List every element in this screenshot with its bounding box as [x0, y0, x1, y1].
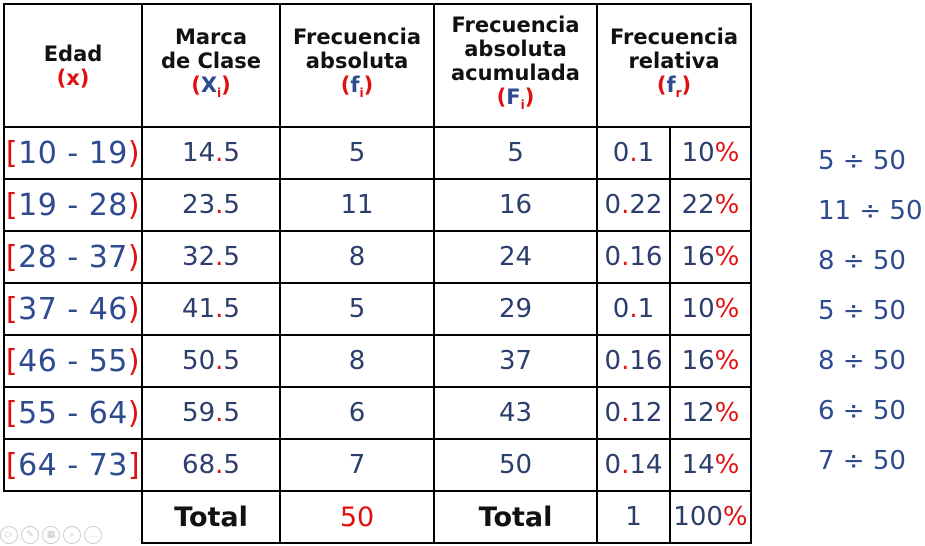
fi-cell: 7 — [279, 438, 435, 492]
marca-cell: 59.5 — [141, 386, 281, 440]
edad-cell: [37 - 46) — [3, 282, 143, 336]
marca-cell: 68.5 — [141, 438, 281, 492]
header-edad: Edad (x) — [3, 3, 143, 128]
grid-icon[interactable]: ▦ — [42, 526, 60, 544]
symbol-f: f — [350, 73, 360, 98]
header-facum-symbol: (Fi) — [496, 85, 535, 113]
pct-cell: 22% — [668, 178, 753, 232]
division-note: 6 ÷ 50 — [818, 396, 906, 426]
pct-cell: 14% — [668, 438, 753, 492]
fr-cell: 0.12 — [596, 386, 671, 440]
division-note: 8 ÷ 50 — [818, 346, 906, 376]
division-note: 8 ÷ 50 — [818, 246, 906, 276]
fr-cell: 0.1 — [596, 282, 671, 336]
fi-cell: 11 — [279, 178, 435, 232]
fi-cell: 5 — [279, 282, 435, 336]
fi-total: 50 — [279, 490, 435, 544]
header-facum-line3: acumulada — [451, 61, 580, 86]
fi-cell: 5 — [279, 126, 435, 180]
edad-cell: [46 - 55) — [3, 334, 143, 388]
symbol-f: f — [666, 73, 676, 98]
totals-row: Total 50 Total 1 100% — [4, 490, 753, 544]
Fi-cell: 43 — [433, 386, 598, 440]
fr-cell: 0.1 — [596, 126, 671, 180]
edad-cell: [19 - 28) — [3, 178, 143, 232]
table-row: [19 - 28) 23.5 11 16 0.22 22% — [3, 178, 753, 232]
frequency-table: Edad (x) Marca de Clase (Xi) Frecuencia … — [3, 3, 753, 544]
header-frel-line2: relativa — [628, 49, 720, 74]
fi-cell: 8 — [279, 334, 435, 388]
Fi-cell: 5 — [433, 126, 598, 180]
more-icon[interactable]: … — [84, 526, 102, 544]
division-note: 11 ÷ 50 — [818, 196, 923, 226]
marca-cell: 23.5 — [141, 178, 281, 232]
edad-cell: [28 - 37) — [3, 230, 143, 284]
header-fabs: Frecuencia absoluta (fi) — [279, 3, 435, 128]
header-marca: Marca de Clase (Xi) — [141, 3, 281, 128]
header-frel-line1: Frecuencia — [609, 25, 738, 50]
header-edad-symbol: (x) — [56, 65, 90, 90]
pct-cell: 10% — [668, 126, 753, 180]
zoom-icon[interactable]: ⌕ — [63, 526, 81, 544]
fr-cell: 0.22 — [596, 178, 671, 232]
edad-cell: [10 - 19) — [3, 126, 143, 180]
table-row: [55 - 64) 59.5 6 43 0.12 12% — [3, 386, 753, 440]
marca-cell: 14.5 — [141, 126, 281, 180]
symbol-F: F — [506, 85, 521, 110]
table-row: [46 - 55) 50.5 8 37 0.16 16% — [3, 334, 753, 388]
fi-cell: 6 — [279, 386, 435, 440]
header-marca-symbol: (Xi) — [191, 73, 231, 101]
symbol-sub-r: r — [675, 86, 682, 101]
total-label-1: Total — [141, 490, 281, 544]
play-icon[interactable]: ▷ — [0, 526, 18, 544]
pct-cell: 10% — [668, 282, 753, 336]
total-label-2: Total — [433, 490, 598, 544]
division-note: 7 ÷ 50 — [818, 446, 906, 476]
division-note: 5 ÷ 50 — [818, 146, 906, 176]
header-row: Edad (x) Marca de Clase (Xi) Frecuencia … — [3, 3, 752, 128]
table-row: [10 - 19) 14.5 5 5 0.1 10% — [3, 126, 753, 180]
symbol-X: X — [200, 73, 218, 98]
symbol-sub-i: i — [520, 98, 525, 113]
symbol-sub-i: i — [359, 86, 364, 101]
edad-cell: [55 - 64) — [3, 386, 143, 440]
symbol-x: x — [66, 65, 80, 90]
header-frel: Frecuencia relativa (fr) — [596, 3, 752, 128]
fr-total: 1 — [596, 490, 671, 544]
Fi-cell: 37 — [433, 334, 598, 388]
Fi-cell: 29 — [433, 282, 598, 336]
marca-cell: 32.5 — [141, 230, 281, 284]
edad-cell: [64 - 73] — [3, 438, 143, 492]
header-facum-line1: Frecuencia — [451, 13, 580, 38]
fr-cell: 0.14 — [596, 438, 671, 492]
symbol-sub-i: i — [217, 86, 222, 101]
pct-total: 100% — [668, 490, 753, 544]
table-row: [28 - 37) 32.5 8 24 0.16 16% — [3, 230, 753, 284]
table-row: [37 - 46) 41.5 5 29 0.1 10% — [3, 282, 753, 336]
presentation-controls: ▷ ✎ ▦ ⌕ … — [0, 526, 102, 546]
marca-cell: 41.5 — [141, 282, 281, 336]
Fi-cell: 16 — [433, 178, 598, 232]
header-fabs-symbol: (fi) — [340, 73, 374, 101]
Fi-cell: 24 — [433, 230, 598, 284]
division-note: 5 ÷ 50 — [818, 296, 906, 326]
pct-cell: 12% — [668, 386, 753, 440]
Fi-cell: 50 — [433, 438, 598, 492]
header-fabs-line1: Frecuencia — [292, 25, 421, 50]
header-marca-line2: de Clase — [160, 49, 262, 74]
pen-icon[interactable]: ✎ — [21, 526, 39, 544]
fi-cell: 8 — [279, 230, 435, 284]
header-facum-line2: absoluta — [464, 37, 567, 62]
header-marca-line1: Marca — [174, 25, 248, 50]
header-frel-symbol: (fr) — [656, 73, 692, 101]
pct-cell: 16% — [668, 230, 753, 284]
header-facum: Frecuencia absoluta acumulada (Fi) — [433, 3, 598, 128]
table-row: [64 - 73] 68.5 7 50 0.14 14% — [3, 438, 753, 492]
fr-cell: 0.16 — [596, 334, 671, 388]
marca-cell: 50.5 — [141, 334, 281, 388]
header-fabs-line2: absoluta — [305, 49, 409, 74]
pct-cell: 16% — [668, 334, 753, 388]
fr-cell: 0.16 — [596, 230, 671, 284]
header-edad-label: Edad — [43, 41, 103, 66]
